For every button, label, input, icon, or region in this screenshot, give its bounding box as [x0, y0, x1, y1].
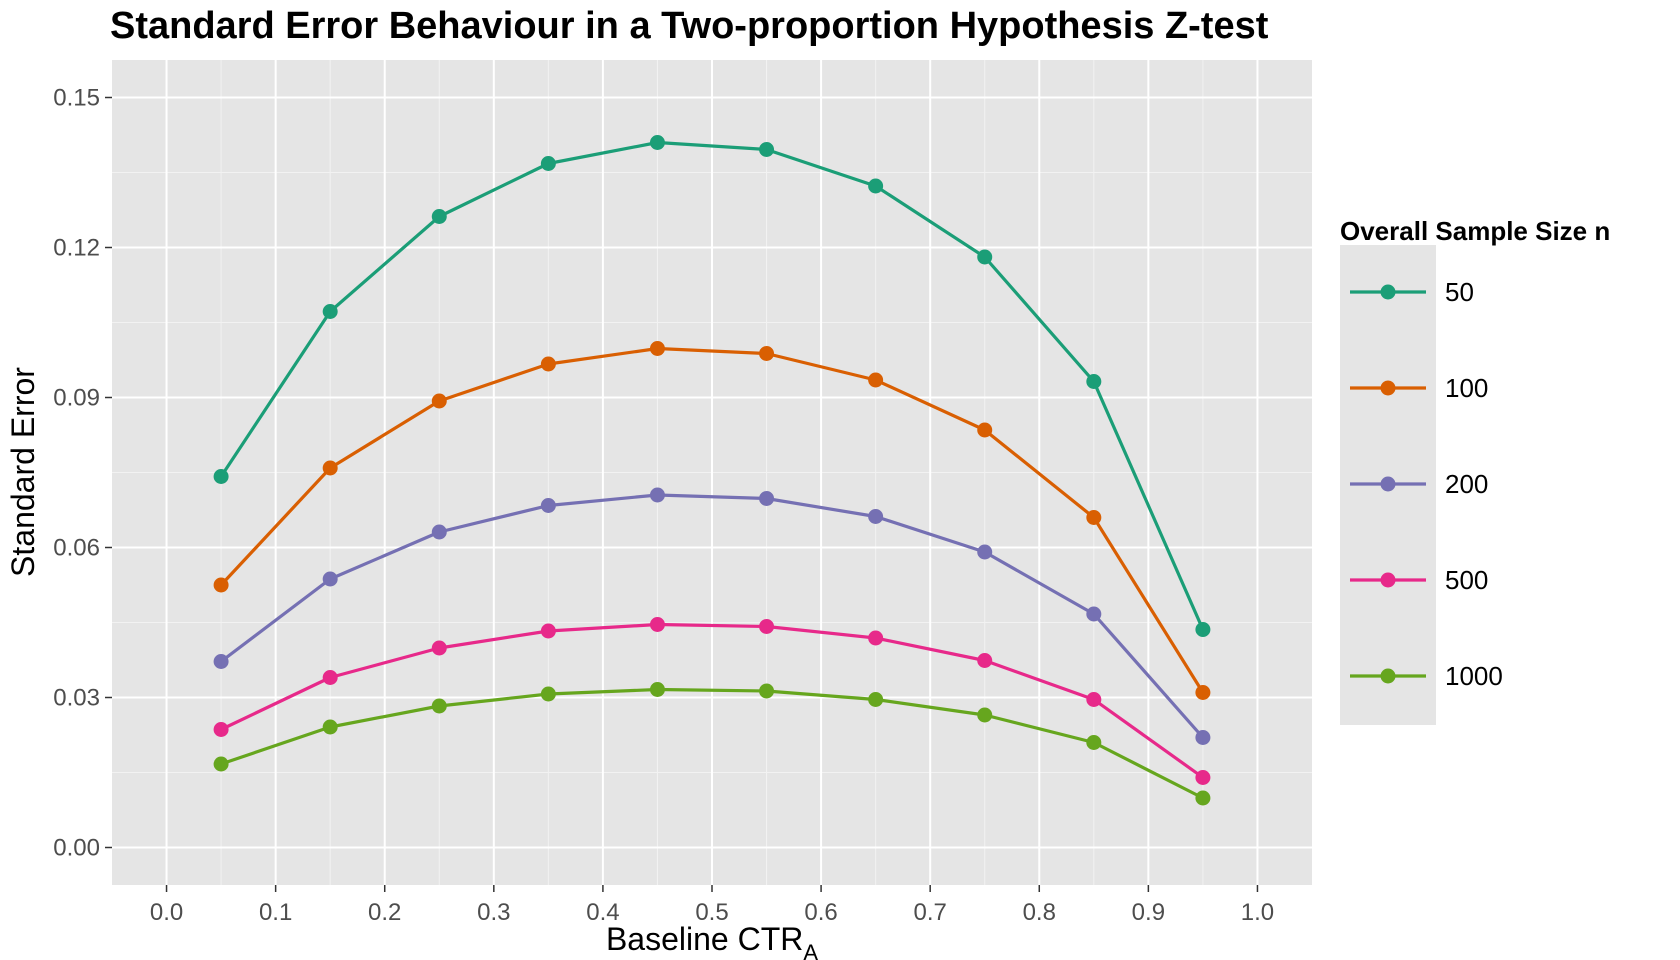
data-point-n-1000	[540, 686, 556, 702]
legend-key-point	[1380, 668, 1396, 684]
data-point-n-500	[1086, 692, 1102, 707]
x-tick-label: 0.8	[1023, 899, 1056, 926]
data-point-n-200	[322, 571, 338, 587]
legend-label-n-500: 500	[1445, 565, 1488, 595]
data-point-n-50	[977, 249, 993, 265]
data-point-n-500	[868, 630, 884, 646]
grid-major	[112, 60, 1312, 885]
x-tick-label: 0.9	[1132, 899, 1165, 926]
data-point-n-50	[868, 178, 884, 194]
legend-key-point	[1380, 572, 1396, 588]
y-axis-title: Standard Error	[5, 367, 41, 577]
y-axis: 0.00 0.03 0.06 0.09 0.12 0.15	[53, 85, 112, 862]
data-point-n-1000	[1195, 790, 1211, 806]
series-line-n-200	[220, 493, 1205, 739]
data-point-n-200	[213, 654, 229, 669]
data-point-n-1000	[868, 692, 884, 707]
legend-label-n-200: 200	[1445, 469, 1488, 499]
data-point-n-500	[977, 653, 993, 668]
data-point-n-200	[540, 498, 556, 513]
legend-items: 50 100 200 500 1000	[1350, 277, 1503, 691]
x-tick-label: 0.3	[477, 899, 510, 926]
legend: Overall Sample Size n 50 100 200 500 1000	[1340, 216, 1610, 725]
data-point-n-200	[868, 509, 884, 524]
data-point-n-50	[759, 142, 775, 157]
data-point-n-200	[649, 487, 665, 503]
data-point-n-200	[759, 491, 775, 506]
data-point-n-200	[431, 524, 447, 540]
data-point-n-500	[540, 623, 556, 639]
legend-label-n-50: 50	[1445, 277, 1474, 307]
y-tick-label: 0.00	[53, 835, 100, 862]
series-points	[213, 135, 1211, 806]
data-point-n-500	[322, 670, 338, 685]
chart-title: Standard Error Behaviour in a Two-propor…	[110, 5, 1269, 47]
data-point-n-1000	[977, 707, 993, 723]
series-line-n-1000	[220, 687, 1204, 800]
data-point-n-100	[868, 372, 884, 388]
data-point-n-500	[759, 619, 775, 634]
x-tick-label: 0.7	[913, 899, 946, 926]
data-point-n-100	[431, 393, 447, 409]
y-tick-label: 0.09	[53, 385, 100, 412]
series-line-n-500	[220, 622, 1204, 779]
data-point-n-50	[1086, 374, 1102, 389]
x-tick-label: 1.0	[1241, 899, 1274, 926]
legend-key-point	[1380, 476, 1396, 492]
data-point-n-100	[759, 346, 775, 361]
data-point-n-1000	[213, 756, 229, 772]
legend-key-point	[1380, 284, 1396, 300]
data-point-n-50	[322, 304, 338, 319]
y-tick-label: 0.06	[53, 535, 100, 562]
x-axis-title-subscript: A	[803, 940, 818, 960]
data-point-n-200	[1086, 606, 1102, 622]
data-point-n-100	[213, 577, 229, 593]
data-point-n-100	[1195, 685, 1211, 700]
data-point-n-1000	[1086, 735, 1102, 750]
data-point-n-500	[1195, 770, 1211, 785]
data-point-n-50	[649, 135, 665, 150]
data-point-n-50	[1195, 622, 1211, 637]
data-point-n-100	[977, 422, 993, 438]
data-point-n-500	[431, 640, 447, 656]
legend-title: Overall Sample Size n	[1340, 216, 1610, 246]
x-tick-label: 0.1	[259, 899, 292, 926]
data-point-n-100	[649, 341, 665, 356]
data-point-n-1000	[431, 698, 447, 714]
data-point-n-50	[431, 209, 447, 224]
data-point-n-1000	[649, 682, 665, 697]
data-point-n-200	[977, 544, 993, 560]
x-tick-label: 0.0	[150, 899, 183, 926]
x-axis-title: Baseline CTRA	[606, 921, 818, 960]
x-tick-label: 0.2	[368, 899, 401, 926]
x-tick-label: 0.6	[804, 899, 837, 926]
x-tick-label: 0.4	[586, 899, 619, 926]
data-point-n-50	[540, 156, 556, 171]
data-point-n-100	[322, 460, 338, 476]
data-point-n-500	[649, 617, 665, 632]
series-line-n-100	[219, 346, 1205, 694]
y-tick-label: 0.15	[53, 85, 100, 112]
y-tick-label: 0.12	[53, 235, 100, 262]
legend-label-n-100: 100	[1445, 373, 1488, 403]
y-tick-label: 0.03	[53, 685, 100, 712]
data-point-n-200	[1195, 730, 1211, 745]
data-point-n-1000	[322, 719, 338, 735]
series-lines	[219, 140, 1205, 800]
x-tick-label: 0.5	[695, 899, 728, 926]
series-line-n-50	[219, 140, 1205, 631]
data-point-n-50	[213, 469, 229, 484]
data-point-n-100	[1086, 510, 1102, 525]
legend-key-point	[1380, 380, 1396, 396]
data-point-n-500	[213, 722, 229, 737]
data-point-n-100	[540, 356, 556, 372]
x-axis-title-main: Baseline CTR	[606, 921, 803, 957]
x-axis: 0.0 0.1 0.2 0.3 0.4 0.5 0.6 0.7 0.8 0.9 1.0	[150, 885, 1274, 926]
legend-label-n-1000: 1000	[1445, 661, 1503, 691]
data-point-n-1000	[759, 683, 775, 699]
